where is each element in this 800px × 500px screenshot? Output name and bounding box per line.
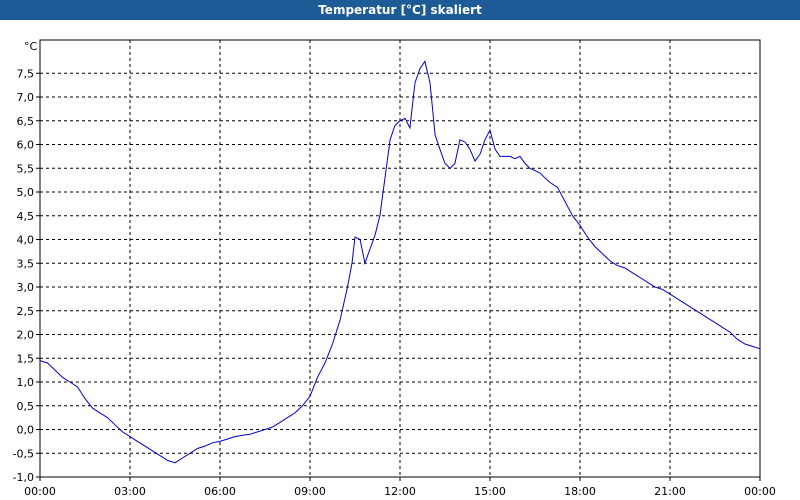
grid (40, 40, 760, 477)
y-tick-label: 4,5 (17, 210, 35, 223)
temperature-chart: °C -1,0 -0,5 0,0 0,5 1,0 1,5 2,0 2,5 3,0 3,5 4,0 4,… (13, 39, 776, 498)
chart-title: Temperatur [°C] skaliert (0, 0, 800, 20)
x-tick-time-label: 15:00 (474, 485, 506, 498)
y-tick-label: -0,5 (13, 447, 34, 460)
y-tick-label: 5,0 (17, 186, 35, 199)
y-tick-label: 6,0 (17, 139, 35, 152)
x-tick-time-label: 12:00 (384, 485, 416, 498)
temperature-series-line (39, 60, 761, 464)
y-tick-label: 0,5 (17, 400, 35, 413)
y-tick-label: 5,5 (17, 162, 35, 175)
y-tick-label: 1,0 (17, 376, 35, 389)
y-tick-label: -1,0 (13, 471, 34, 484)
x-tick-time-label: 09:00 (294, 485, 326, 498)
y-tick-label: 2,0 (17, 329, 35, 342)
y-tick-label: 6,5 (17, 115, 35, 128)
y-tick-label: 3,5 (17, 257, 35, 270)
y-tick-label: 7,0 (17, 91, 35, 104)
x-tick-time-label: 21:00 (654, 485, 686, 498)
x-tick-time-label: 00:00 (24, 485, 56, 498)
x-tick-time-label: 00:00 (744, 485, 776, 498)
y-tick-label: 3,0 (17, 281, 35, 294)
x-tick-time-label: 06:00 (204, 485, 236, 498)
y-tick-label: 2,5 (17, 305, 35, 318)
y-tick-label: 0,0 (17, 424, 35, 437)
y-axis-ticks: -1,0 -0,5 0,0 0,5 1,0 1,5 2,0 2,5 3,0 3,5 4,0 4,5 5,… (13, 67, 40, 484)
y-tick-label: 7,5 (17, 67, 35, 80)
x-tick-time-label: 03:00 (114, 485, 146, 498)
x-tick-time-label: 18:00 (564, 485, 596, 498)
x-axis-ticks: 00:0028.03.1303:0028.03.1306:0028.03.130… (24, 477, 776, 498)
y-axis-unit-label: °C (24, 40, 38, 53)
y-tick-label: 4,0 (17, 234, 35, 247)
y-tick-label: 1,5 (17, 352, 35, 365)
